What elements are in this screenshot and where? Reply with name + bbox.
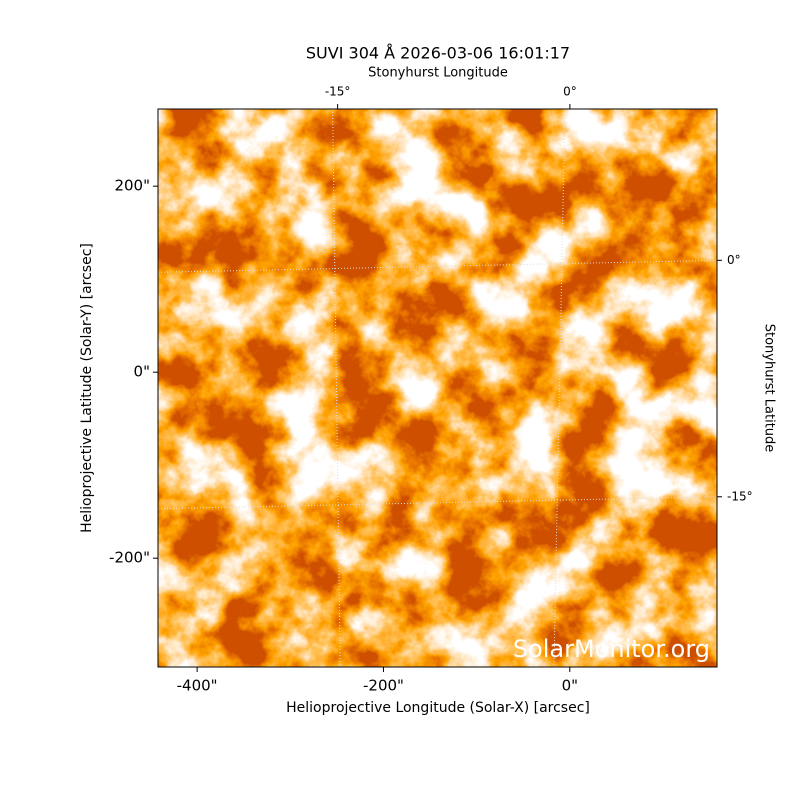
- y-axis-label: Helioprojective Latitude (Solar-Y) [arcs…: [79, 243, 95, 533]
- x-tick-label: -400": [177, 677, 218, 695]
- x-axis-label: Helioprojective Longitude (Solar-X) [arc…: [286, 700, 590, 716]
- y-tick-label: 200": [114, 177, 150, 195]
- x2-tick-label: -15°: [325, 85, 351, 99]
- y2-axis-label: Stonyhurst Latitude: [762, 324, 777, 453]
- chart-title: SUVI 304 Å 2026-03-06 16:01:17: [306, 44, 570, 63]
- x-tick-label: 0": [562, 677, 578, 695]
- solar-image: [158, 109, 717, 667]
- watermark: SolarMonitor.org: [513, 635, 710, 663]
- grid-line: [158, 259, 717, 273]
- grid-line: [332, 109, 341, 667]
- x-tick-label: -200": [363, 677, 404, 695]
- grid-line: [158, 496, 717, 510]
- x2-axis-label: Stonyhurst Longitude: [368, 66, 508, 81]
- plot-frame: [157, 108, 718, 668]
- y2-tick-label: 0°: [727, 253, 741, 267]
- x2-tick-label: 0°: [563, 85, 577, 99]
- grid-line: [553, 109, 566, 667]
- y2-tick-label: -15°: [727, 489, 753, 503]
- y-tick-label: 0": [134, 363, 150, 381]
- y-tick-label: -200": [109, 549, 150, 567]
